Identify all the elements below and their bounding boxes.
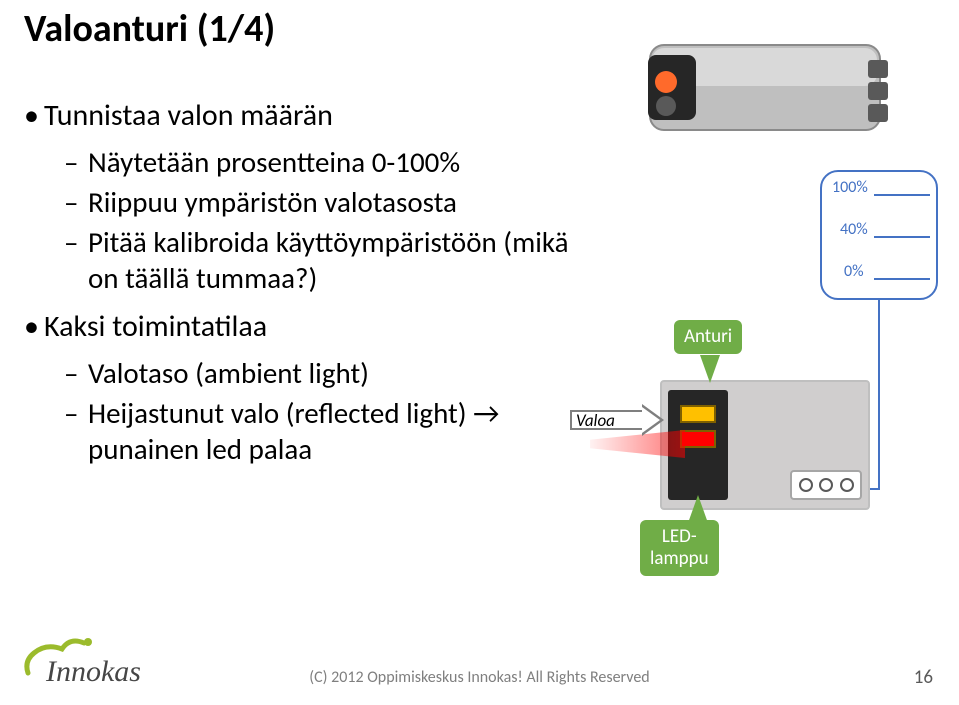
percent-box: 100% 40% 0% — [820, 170, 938, 300]
pct-line-0 — [874, 278, 930, 280]
bullet-l2a: –Valotaso (ambient light) — [64, 355, 574, 391]
connector-pin — [840, 478, 854, 492]
bullet-l1c: –Pitää kalibroida käyttöympäristöön (mik… — [64, 224, 574, 296]
bullet-l1: •Tunnistaa valon määrän — [24, 97, 574, 134]
bullet-l1b: –Riippuu ympäristön valotasosta — [64, 184, 574, 220]
sensor-diagram: 100% 40% 0% Valoa Anturi LED- lamppu — [570, 260, 950, 590]
bullet-l2-text: Kaksi toimintatilaa — [44, 308, 267, 345]
sensor-photo — [610, 10, 920, 160]
footer-copyright: (C) 2012 Oppimiskeskus Innokas! All Righ… — [0, 668, 959, 687]
bullet-l2: •Kaksi toimintatilaa — [24, 308, 574, 345]
bullet-l2b: –Heijastunut valo (reflected light) → pu… — [64, 395, 574, 467]
led-callout-tail — [688, 495, 708, 523]
led-label-line1: LED- — [662, 525, 697, 548]
bullet-l1a: –Näytetään prosentteina 0-100% — [64, 144, 574, 180]
page-number: 16 — [914, 666, 933, 689]
sensor-connector — [790, 470, 862, 500]
page-title: Valoanturi (1/4) — [24, 6, 275, 52]
pct-40: 40% — [840, 220, 868, 239]
bullet-l1b-text: Riippuu ympäristön valotasosta — [88, 184, 457, 220]
anturi-callout-tail — [700, 355, 720, 383]
bullet-l2a-text: Valotaso (ambient light) — [88, 355, 369, 391]
sensor-light-bot — [680, 430, 716, 448]
bullet-l1a-text: Näytetään prosentteina 0-100% — [88, 144, 460, 180]
valoa-arrow: Valoa — [570, 407, 670, 433]
light-beam — [590, 430, 685, 458]
connector-pin — [819, 478, 833, 492]
led-label: LED- lamppu — [640, 520, 719, 576]
pct-connector-v — [878, 300, 880, 490]
bullet-l2b-text: Heijastunut valo (reflected light) → pun… — [88, 395, 574, 467]
led-label-line2: lamppu — [650, 547, 709, 570]
pct-line-100 — [874, 194, 930, 196]
valoa-label: Valoa — [576, 410, 615, 431]
sensor-light-top — [680, 405, 716, 423]
bullet-l1c-text: Pitää kalibroida käyttöympäristöön (mikä… — [88, 224, 574, 296]
pct-100: 100% — [832, 178, 868, 197]
bullet-l1-text: Tunnistaa valon määrän — [44, 97, 333, 134]
bullet-list: •Tunnistaa valon määrän –Näytetään prose… — [24, 85, 574, 471]
connector-pin — [799, 478, 813, 492]
anturi-label: Anturi — [674, 320, 742, 354]
pct-0: 0% — [844, 262, 864, 281]
pct-line-40 — [874, 236, 930, 238]
